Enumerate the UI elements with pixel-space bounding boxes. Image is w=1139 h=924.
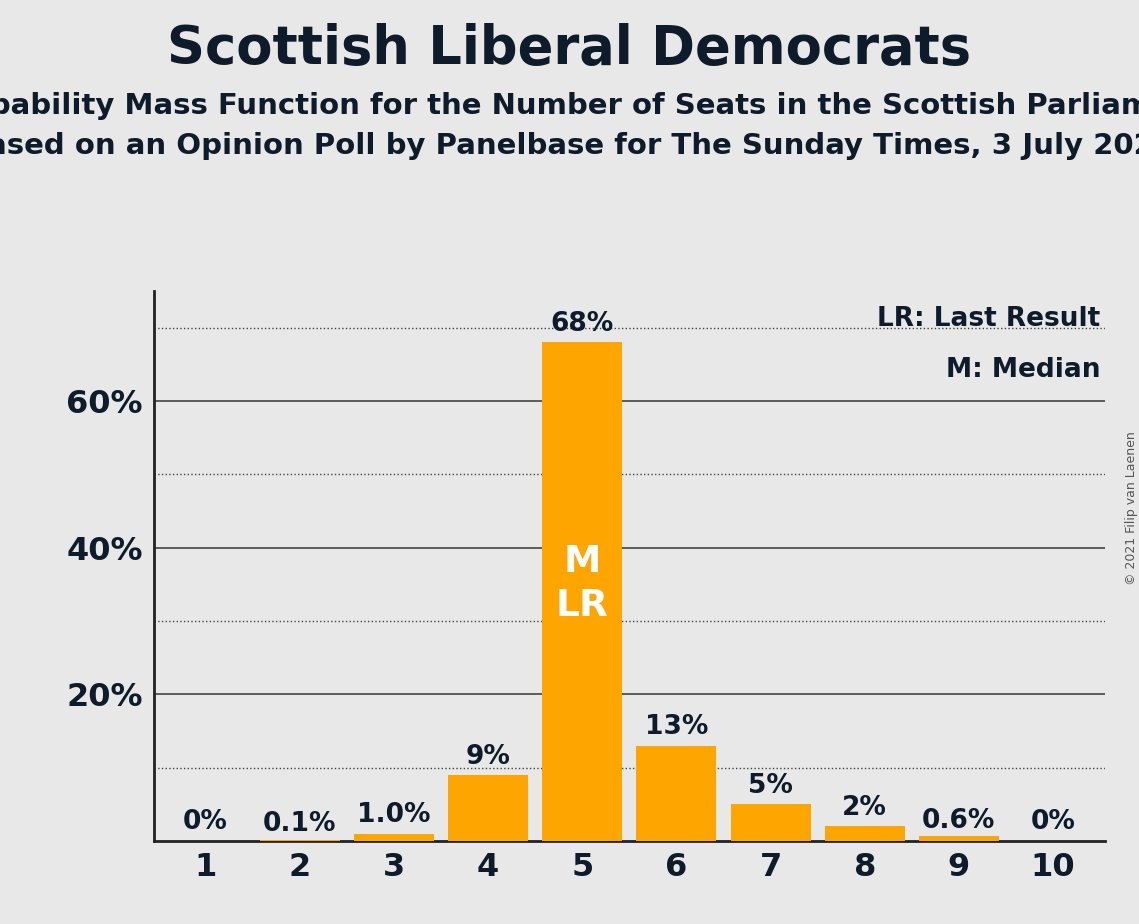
Text: Scottish Liberal Democrats: Scottish Liberal Democrats (167, 23, 972, 75)
Text: 9%: 9% (466, 744, 510, 770)
Text: Probability Mass Function for the Number of Seats in the Scottish Parliament: Probability Mass Function for the Number… (0, 92, 1139, 120)
Text: 1.0%: 1.0% (358, 802, 431, 829)
Text: 5%: 5% (748, 773, 793, 799)
Text: LR: Last Result: LR: Last Result (877, 306, 1100, 332)
Text: © 2021 Filip van Laenen: © 2021 Filip van Laenen (1124, 432, 1138, 585)
Bar (919, 836, 999, 841)
Text: 0.1%: 0.1% (263, 811, 336, 837)
Bar (637, 746, 716, 841)
Text: 0%: 0% (183, 809, 228, 835)
Text: 0.6%: 0.6% (923, 808, 995, 833)
Text: 68%: 68% (550, 311, 614, 337)
Bar (542, 343, 622, 841)
Bar (354, 833, 434, 841)
Bar (448, 775, 528, 841)
Bar (730, 804, 811, 841)
Text: M: M (564, 544, 601, 580)
Text: LR: LR (556, 589, 608, 625)
Text: 13%: 13% (645, 714, 708, 740)
Bar (825, 826, 904, 841)
Text: 2%: 2% (842, 795, 887, 821)
Text: M: Median: M: Median (945, 357, 1100, 383)
Text: 0%: 0% (1031, 809, 1075, 835)
Text: Based on an Opinion Poll by Panelbase for The Sunday Times, 3 July 2020: Based on an Opinion Poll by Panelbase fo… (0, 132, 1139, 160)
